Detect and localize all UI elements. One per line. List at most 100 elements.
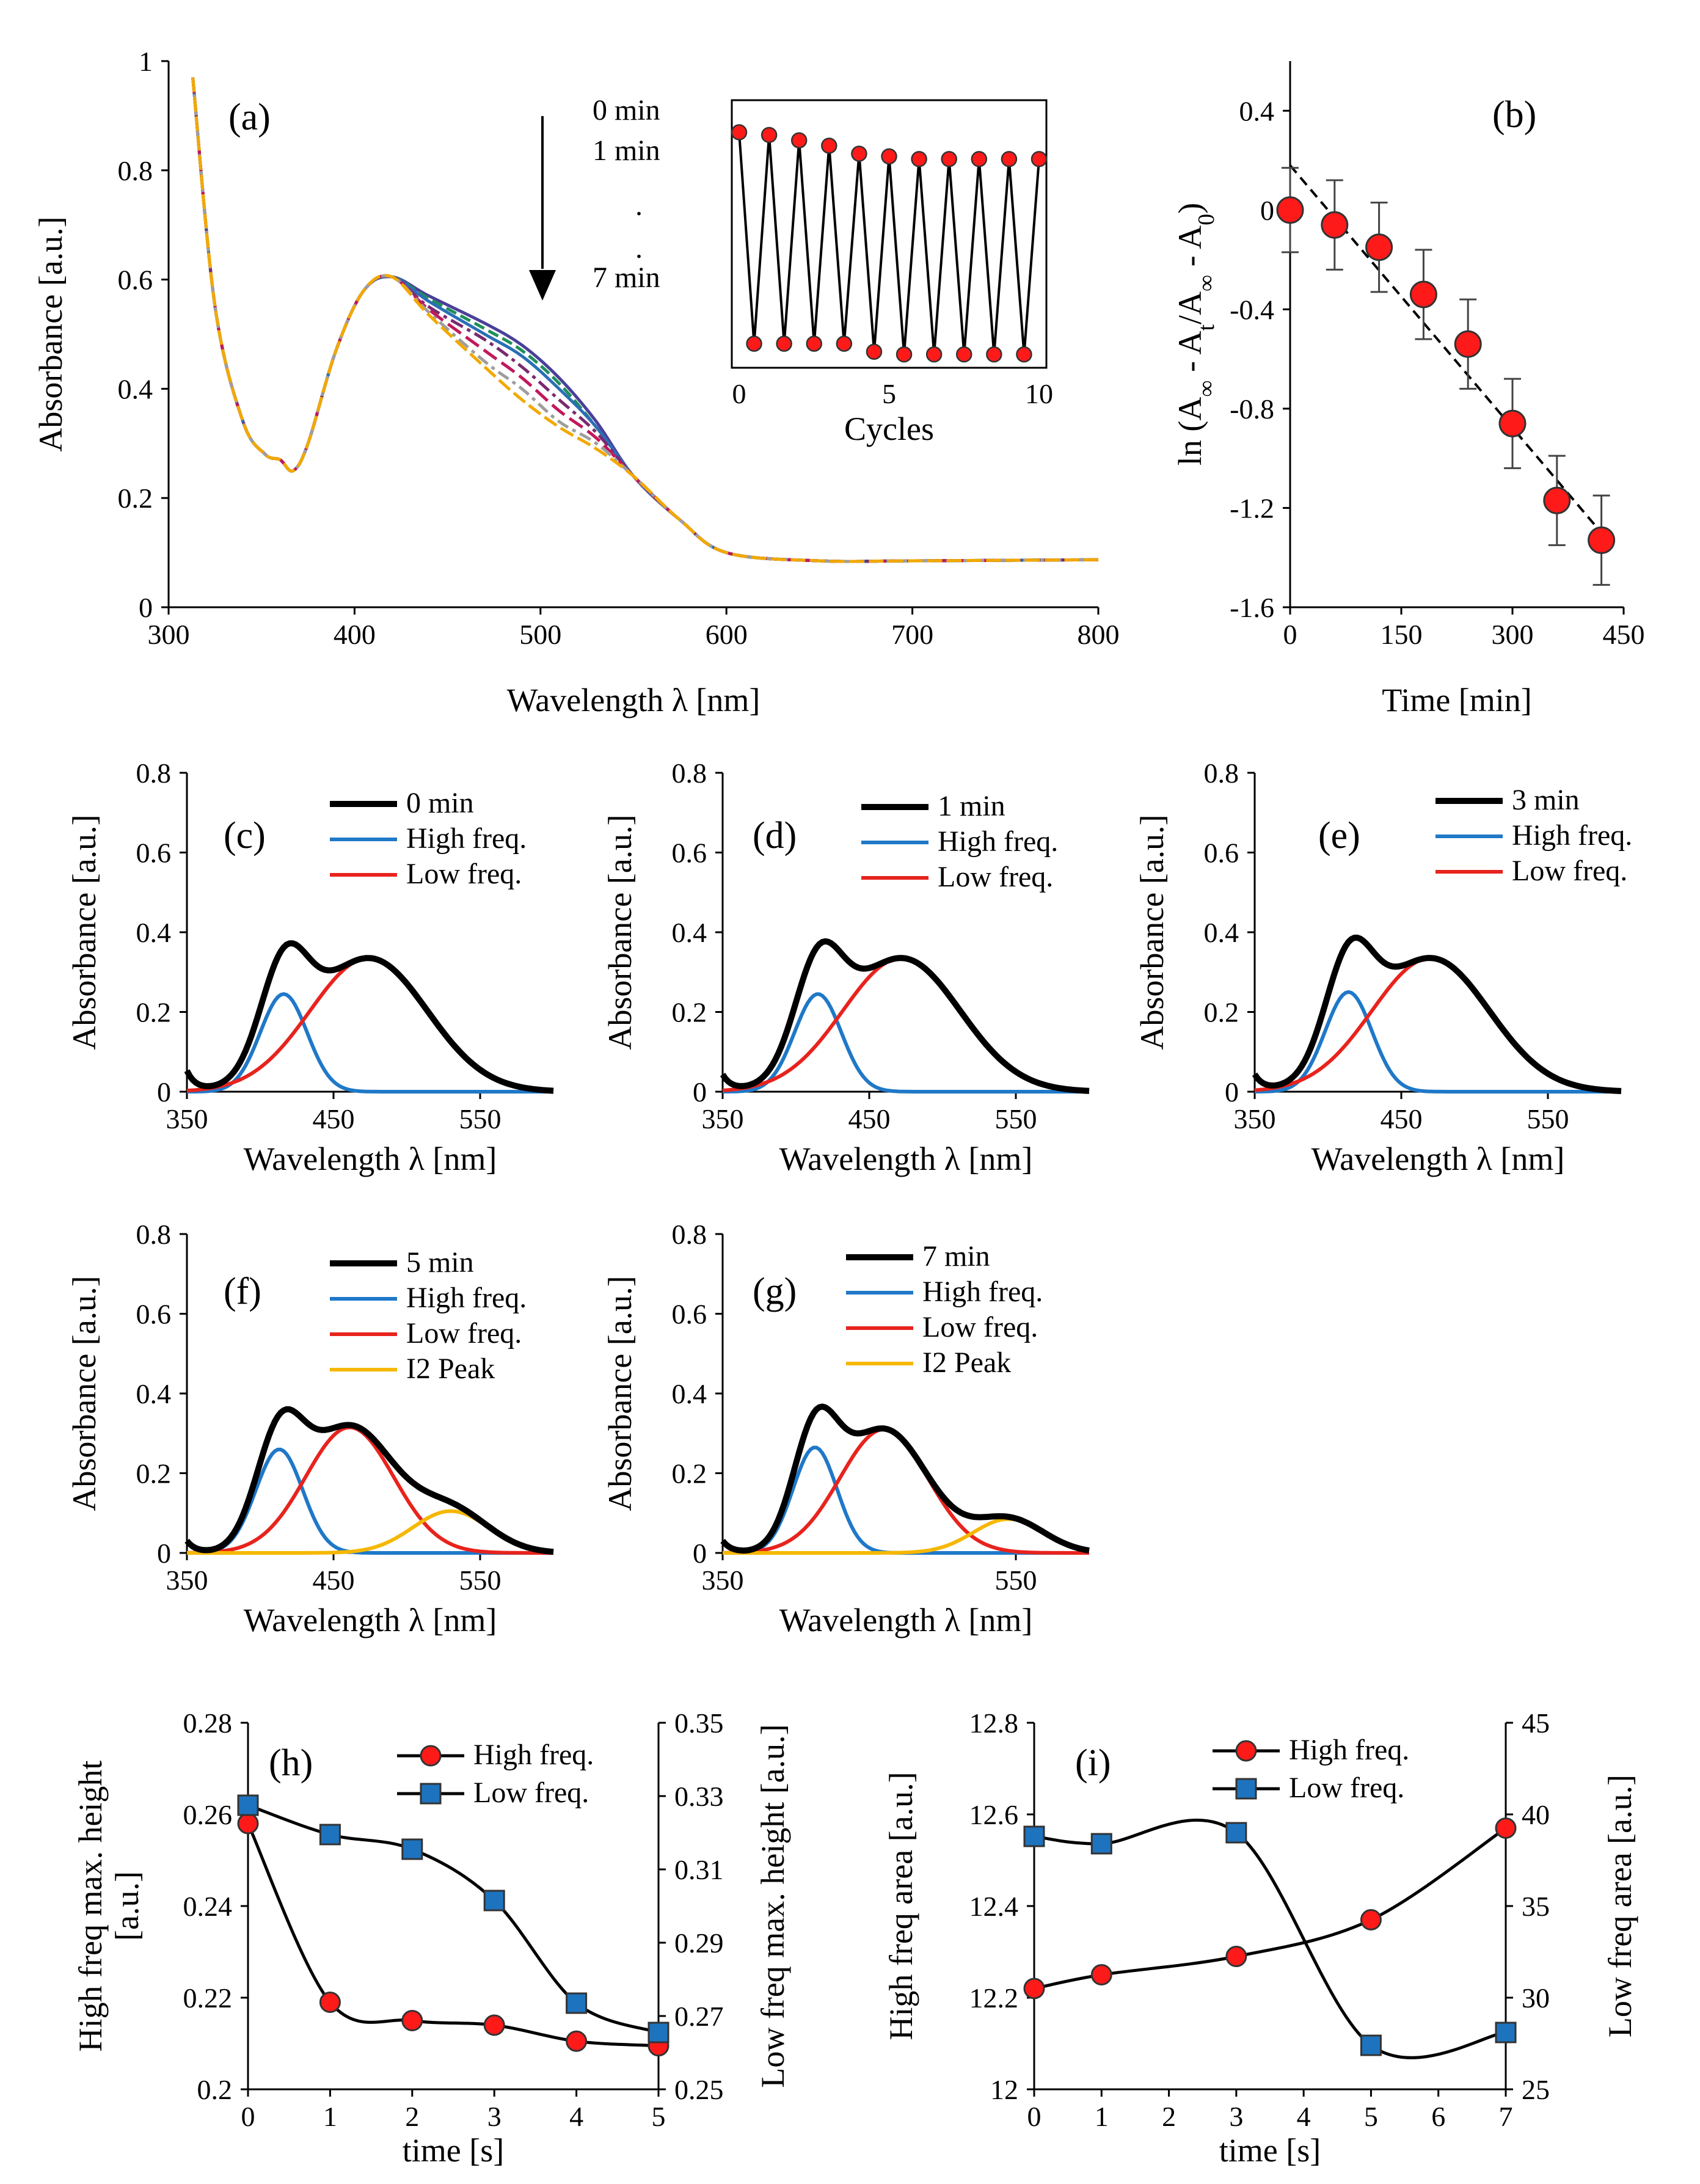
y-tick-label: 0.8 (672, 758, 707, 789)
panel-label: (i) (1075, 1742, 1111, 1784)
x-tick-label: 4 (569, 2101, 583, 2132)
data-point-square (483, 1890, 505, 1912)
data-point-square (1495, 2021, 1517, 2043)
y-tick-label: 0.2 (136, 1458, 172, 1489)
inset-cycle-point (821, 137, 837, 154)
data-point-square (648, 2021, 669, 2043)
y-tick-label: 0 (157, 1076, 171, 1108)
x-tick-label: 5 (1364, 2101, 1378, 2132)
y2-tick-label: 0.29 (674, 1927, 724, 1959)
y-tick-label: 0.2 (136, 997, 172, 1028)
y2-tick-label: 0.25 (674, 2074, 724, 2105)
panel-c: 350 450 550 0 0.2 0.4 0.6 0.8 Wavelength λ [nm] A… (66, 758, 554, 1177)
measured-spectrum (720, 938, 1090, 1094)
inset-frame (731, 99, 1048, 369)
legend-label: 5 min (406, 1246, 474, 1279)
component-curve-high-freq- (723, 1445, 1089, 1555)
y-tick-label: 0.2 (197, 2074, 233, 2105)
x-tick-label: 7 (1499, 2101, 1513, 2132)
x-tick-label: 0 (1283, 619, 1297, 650)
inset-cycle-point (941, 151, 957, 167)
legend-label: High freq. (473, 1739, 594, 1771)
x-tick-label: 350 (702, 1565, 744, 1596)
panel-label: (f) (224, 1271, 261, 1312)
y-tick-label: 0.4 (136, 1378, 172, 1409)
x-axis-title: Wavelength λ [nm] (779, 1602, 1033, 1638)
inset-cycle-point (1016, 346, 1032, 363)
x-tick-label: 550 (459, 1565, 502, 1596)
y-axis-title-subscript: t (1194, 324, 1219, 331)
panel-label: (d) (753, 815, 797, 856)
inset-cycle-point (746, 335, 762, 352)
legend-label: High freq. (406, 822, 527, 855)
measured-spectrum (720, 1403, 1090, 1554)
panel-b: 0 150 300 450 -1.6 -1.2 -0.8 -0.4 0 0.4 Time [min]… (1172, 61, 1645, 718)
measured-spectrum (184, 1406, 554, 1555)
x-axis-title: Wavelength λ [nm] (507, 682, 761, 718)
data-point-square (237, 1794, 259, 1816)
y-axis-title: Absorbance [a.u.] (66, 1276, 103, 1511)
legend-marker (420, 1783, 442, 1805)
y-tick-label: 0.4 (1239, 95, 1275, 126)
data-point (1454, 330, 1482, 358)
measured-spectrum (184, 940, 554, 1094)
x-tick-label: 450 (313, 1103, 355, 1134)
y-tick-label: 0.2 (672, 1458, 707, 1489)
x-tick-label: 550 (1527, 1103, 1569, 1134)
panel-g: 350 550 0 0.2 0.4 0.6 0.8 Wavelength λ [nm] Abso… (602, 1219, 1090, 1638)
inset-cycle-point (836, 335, 853, 352)
y-axis-title: Absorbance [a.u.] (32, 216, 69, 451)
y-axis-title-subscript: ∞ (1194, 381, 1219, 397)
panel-e: 350 450 550 0 0.2 0.4 0.6 0.8 Wavelength λ [nm] A… (1134, 758, 1632, 1177)
inset-cycle-point (986, 346, 1002, 363)
series-line-square (247, 1803, 659, 2034)
y2-tick-label: 0.33 (674, 1781, 724, 1812)
y2-tick-label: 45 (1522, 1707, 1550, 1739)
spectrum-line-7-min (191, 77, 1099, 563)
inset-cycle-point (971, 151, 988, 167)
time-annotation: 1 min (593, 134, 660, 167)
x-tick-label: 600 (706, 619, 748, 650)
y-tick-label: 0 (139, 592, 153, 623)
legend-label: High freq. (1512, 819, 1632, 852)
arrow-head (529, 270, 556, 301)
y-tick-label: 0.4 (118, 373, 153, 404)
y-tick-label: 12.4 (969, 1891, 1019, 1922)
y-tick-label: 0 (1225, 1076, 1239, 1108)
y-tick-label: 0.2 (118, 483, 153, 514)
y-tick-label: 0 (1260, 195, 1274, 226)
y-tick-label: 0.8 (136, 1219, 172, 1250)
data-point-square (566, 1992, 588, 2014)
y-axis-title: Absorbance [a.u.] (66, 814, 103, 1050)
data-point-square (1090, 1833, 1112, 1855)
inset-cycle-point (776, 335, 792, 352)
y-tick-label: 0.28 (183, 1707, 233, 1739)
legend-label: Low freq. (406, 858, 522, 890)
data-point-circle (1023, 1978, 1045, 2000)
component-curve-high-freq- (1255, 990, 1621, 1094)
y-tick-label: 0.4 (1204, 917, 1239, 948)
y-tick-label: 0.6 (118, 265, 153, 296)
y-axis-title: High freq area [a.u.] (883, 1772, 919, 2040)
inset-cycle-point (1001, 151, 1018, 167)
inset-cycle-point (806, 335, 822, 352)
x-tick-label: 0 (1027, 2101, 1042, 2132)
y2-tick-label: 35 (1522, 1891, 1550, 1922)
y2-tick-label: 0.35 (674, 1707, 724, 1739)
inset-cycle-point (761, 126, 778, 144)
data-point-square (1360, 2034, 1382, 2056)
data-point (1588, 526, 1616, 554)
data-point (1365, 233, 1393, 261)
data-point-circle (319, 1992, 341, 2013)
panel-label: (e) (1318, 815, 1360, 856)
data-point-square (401, 1838, 423, 1860)
x-axis-title: time [s] (403, 2132, 504, 2169)
legend-label: Low freq. (1289, 1772, 1404, 1804)
data-point-square (1225, 1822, 1247, 1844)
y-tick-label: 0.6 (136, 1299, 172, 1330)
component-curve-high-freq- (186, 992, 553, 1094)
panel-d: 350 450 550 0 0.2 0.4 0.6 0.8 Wavelength λ [nm] A… (602, 758, 1090, 1177)
inset-x-tick-label: 10 (1025, 378, 1053, 409)
